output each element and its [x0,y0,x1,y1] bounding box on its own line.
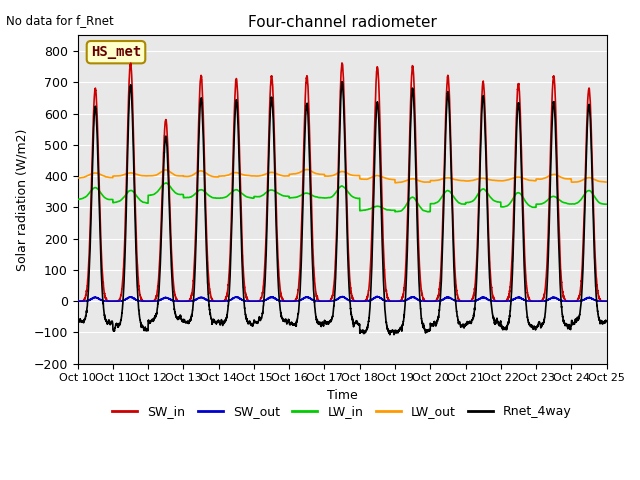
X-axis label: Time: Time [327,389,358,402]
Text: HS_met: HS_met [91,45,141,59]
Legend: SW_in, SW_out, LW_in, LW_out, Rnet_4way: SW_in, SW_out, LW_in, LW_out, Rnet_4way [108,400,577,423]
Title: Four-channel radiometer: Four-channel radiometer [248,15,436,30]
Y-axis label: Solar radiation (W/m2): Solar radiation (W/m2) [15,128,28,271]
Text: No data for f_Rnet: No data for f_Rnet [6,14,114,27]
